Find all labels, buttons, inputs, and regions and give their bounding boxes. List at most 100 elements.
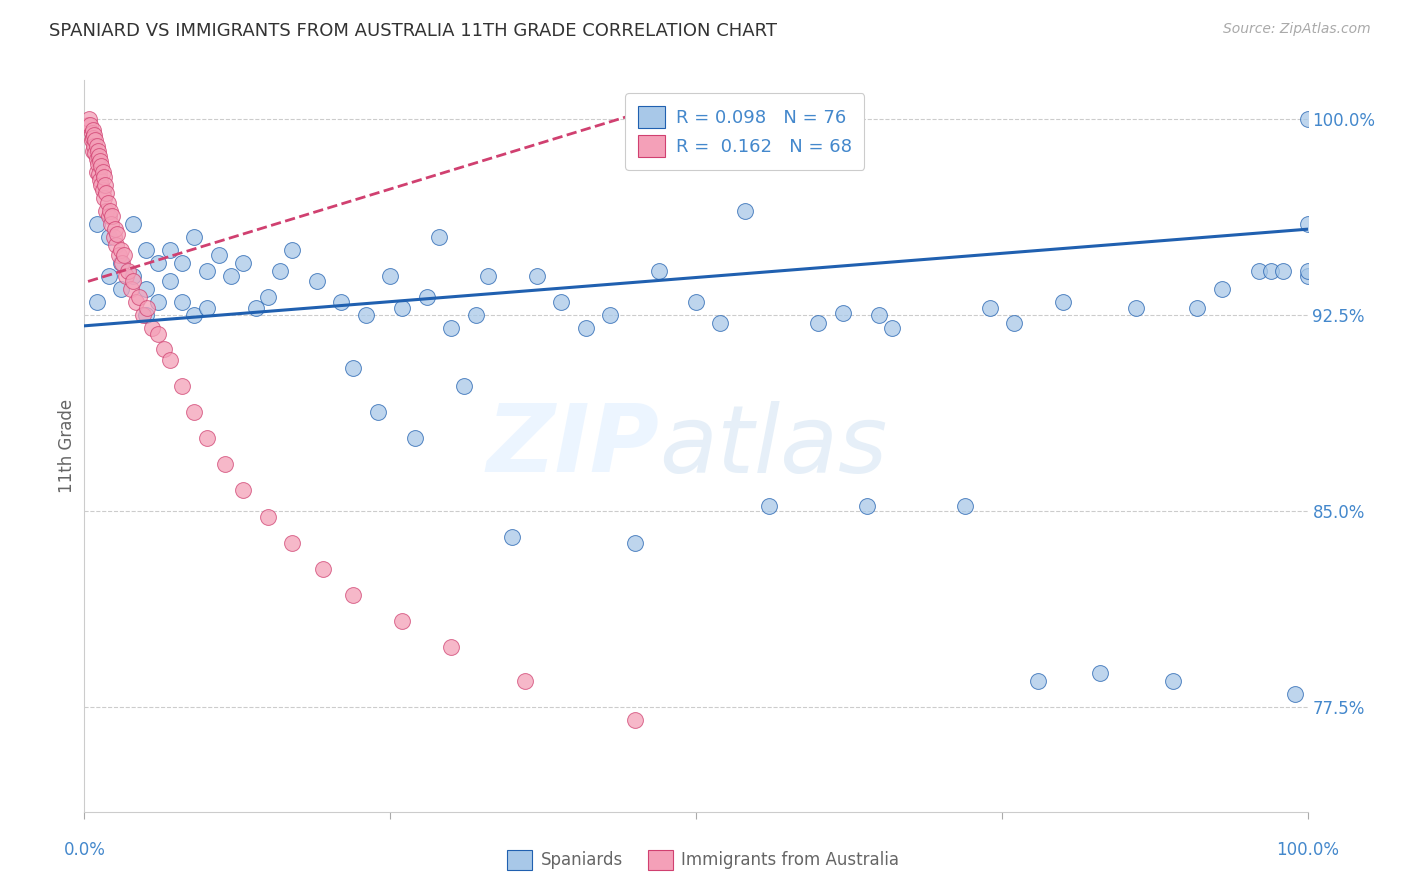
Point	[257, 290, 280, 304]
Text: 100.0%: 100.0%	[1277, 841, 1339, 859]
Point	[880, 321, 903, 335]
Point	[89, 172, 111, 186]
Point	[1187, 301, 1209, 315]
Point	[464, 309, 486, 323]
Point	[87, 149, 110, 163]
Point	[869, 309, 891, 323]
Point	[79, 118, 101, 132]
Point	[135, 301, 157, 315]
Point	[281, 535, 304, 549]
Point	[122, 269, 145, 284]
Point	[93, 169, 115, 184]
Point	[105, 238, 128, 252]
Point	[232, 483, 254, 498]
Point	[87, 157, 110, 171]
Point	[953, 499, 976, 513]
Point	[82, 123, 104, 137]
Point	[110, 256, 132, 270]
Text: SPANIARD VS IMMIGRANTS FROM AUSTRALIA 11TH GRADE CORRELATION CHART: SPANIARD VS IMMIGRANTS FROM AUSTRALIA 11…	[49, 22, 778, 40]
Point	[110, 243, 132, 257]
Legend: Spaniards, Immigrants from Australia: Spaniards, Immigrants from Australia	[501, 843, 905, 877]
Point	[86, 164, 108, 178]
Point	[91, 183, 114, 197]
Point	[1161, 674, 1184, 689]
Point	[1296, 217, 1319, 231]
Point	[354, 309, 377, 323]
Point	[269, 264, 291, 278]
Point	[575, 321, 598, 335]
Point	[330, 295, 353, 310]
Point	[367, 405, 389, 419]
Point	[183, 309, 205, 323]
Point	[159, 352, 181, 367]
Point	[172, 256, 194, 270]
Point	[1296, 264, 1319, 278]
Point	[159, 243, 181, 257]
Point	[1296, 112, 1319, 127]
Point	[1247, 264, 1270, 278]
Point	[96, 186, 118, 200]
Point	[183, 405, 205, 419]
Point	[105, 227, 128, 242]
Point	[526, 269, 548, 284]
Point	[146, 295, 169, 310]
Point	[107, 248, 129, 262]
Point	[77, 112, 100, 127]
Point	[685, 295, 707, 310]
Point	[104, 222, 127, 236]
Point	[1002, 316, 1025, 330]
Point	[146, 326, 169, 341]
Point	[709, 316, 731, 330]
Point	[115, 269, 138, 284]
Point	[281, 243, 304, 257]
Point	[90, 178, 112, 192]
Point	[440, 321, 463, 335]
Point	[93, 191, 115, 205]
Point	[183, 230, 205, 244]
Point	[80, 126, 103, 140]
Point	[245, 301, 267, 315]
Point	[342, 588, 364, 602]
Point	[232, 256, 254, 270]
Point	[1028, 674, 1050, 689]
Point	[122, 217, 145, 231]
Point	[96, 203, 118, 218]
Point	[112, 248, 135, 262]
Point	[513, 674, 536, 689]
Y-axis label: 11th Grade: 11th Grade	[58, 399, 76, 493]
Point	[440, 640, 463, 655]
Point	[734, 203, 756, 218]
Point	[100, 217, 122, 231]
Point	[1052, 295, 1074, 310]
Point	[103, 230, 125, 244]
Point	[84, 133, 107, 147]
Point	[208, 248, 231, 262]
Point	[1088, 666, 1111, 681]
Point	[214, 458, 236, 472]
Point	[219, 269, 242, 284]
Point	[141, 321, 163, 335]
Point	[648, 264, 671, 278]
Point	[1284, 687, 1306, 701]
Point	[90, 160, 112, 174]
Point	[1260, 264, 1282, 278]
Point	[159, 275, 181, 289]
Point	[87, 144, 110, 158]
Point	[89, 154, 111, 169]
Point	[172, 295, 194, 310]
Text: Source: ZipAtlas.com: Source: ZipAtlas.com	[1223, 22, 1371, 37]
Point	[135, 243, 157, 257]
Point	[312, 562, 335, 576]
Point	[831, 306, 853, 320]
Point	[1296, 269, 1319, 284]
Point	[477, 269, 499, 284]
Point	[856, 499, 879, 513]
Point	[91, 164, 114, 178]
Point	[599, 309, 621, 323]
Point	[172, 379, 194, 393]
Point	[80, 133, 103, 147]
Point	[110, 282, 132, 296]
Point	[111, 256, 134, 270]
Point	[97, 230, 120, 244]
Point	[98, 203, 121, 218]
